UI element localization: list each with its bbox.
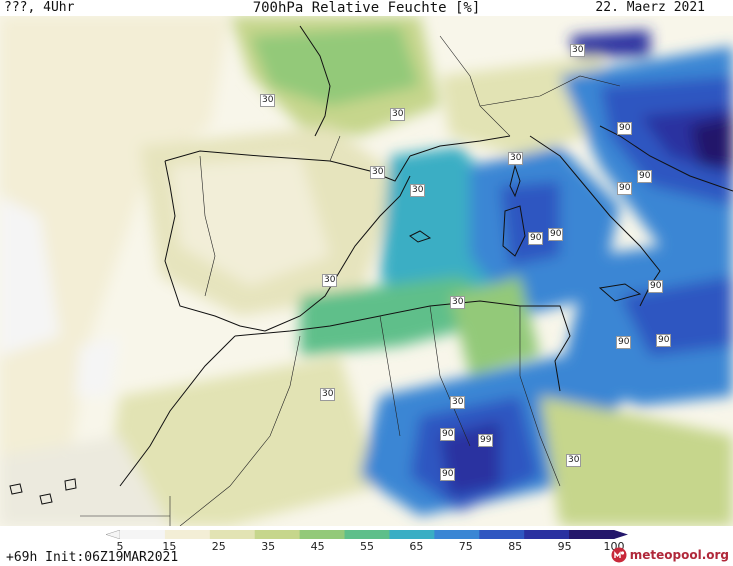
init-time-label: +69h Init:06Z19MAR2021 xyxy=(6,550,179,565)
contour-label: 30 xyxy=(370,166,386,179)
legend-tick-label: 35 xyxy=(261,540,276,553)
legend-swatch xyxy=(254,530,301,539)
legend: 5 15 25 35 45 55 65 75 85 95 100 +69h Init:06Z19MA… xyxy=(0,526,733,566)
coastlines xyxy=(9,25,733,505)
contour-label: 99 xyxy=(478,434,494,447)
legend-swatch xyxy=(434,530,480,539)
valid-date-label: 22. Maerz 2021 xyxy=(595,0,705,15)
legend-arrow-right xyxy=(614,530,628,539)
contour-label: 30 xyxy=(322,274,338,287)
legend-swatch xyxy=(389,530,435,539)
contour-label: 30 xyxy=(260,94,276,107)
legend-tick-label: 25 xyxy=(211,540,226,553)
contour-label: 30 xyxy=(566,454,582,467)
legend-swatch xyxy=(209,530,256,539)
humidity-shading xyxy=(0,16,733,526)
humidity-field xyxy=(0,16,733,526)
legend-tick-label: 75 xyxy=(458,540,473,553)
brand-logo[interactable]: meteopool.org xyxy=(611,546,729,564)
header: ???, 4Uhr 700hPa Relative Feuchte [%] 22… xyxy=(0,0,733,16)
contour-label: 90 xyxy=(616,336,632,349)
contour-label: 90 xyxy=(440,428,456,441)
legend-swatch xyxy=(569,530,615,539)
legend-tick-label: 45 xyxy=(310,540,325,553)
legend-tick-label: 15 xyxy=(162,540,177,553)
legend-tick-label: 65 xyxy=(409,540,424,553)
humidity-map: 30 30 30 30 30 30 30 30 30 30 30 90 90 9… xyxy=(0,16,733,526)
legend-swatch xyxy=(299,530,346,539)
contour-label: 90 xyxy=(548,228,564,241)
legend-tick-label: 85 xyxy=(508,540,523,553)
legend-tick-label: 95 xyxy=(557,540,572,553)
legend-tick-label: 55 xyxy=(360,540,374,553)
legend-swatch xyxy=(120,530,166,539)
contour-label: 90 xyxy=(656,334,672,347)
brand-icon xyxy=(611,547,627,563)
legend-swatch xyxy=(524,530,570,539)
contour-label: 30 xyxy=(410,184,426,197)
contour-label: 30 xyxy=(450,396,466,409)
brand-name: meteopool.org xyxy=(629,548,729,562)
contour-label: 90 xyxy=(440,468,456,481)
contour-label: 90 xyxy=(528,232,544,245)
legend-swatch xyxy=(164,530,211,539)
forecast-time-label: ???, 4Uhr xyxy=(4,0,75,15)
contour-label: 90 xyxy=(617,122,633,135)
contour-label: 90 xyxy=(637,170,653,183)
contour-label: 30 xyxy=(450,296,466,309)
country-borders xyxy=(80,35,621,526)
legend-tick-label: 5 xyxy=(116,540,124,553)
contour-label: 90 xyxy=(617,182,633,195)
map-title: 700hPa Relative Feuchte [%] xyxy=(252,0,481,16)
contour-label: 90 xyxy=(648,280,664,293)
contour-label: 30 xyxy=(508,152,524,165)
legend-arrow-left xyxy=(106,530,121,539)
legend-colorbar xyxy=(106,530,628,539)
contour-label: 30 xyxy=(570,44,586,57)
legend-swatch xyxy=(479,530,525,539)
contour-label: 30 xyxy=(320,388,336,401)
legend-swatch xyxy=(344,530,390,539)
contour-label: 30 xyxy=(390,108,406,121)
